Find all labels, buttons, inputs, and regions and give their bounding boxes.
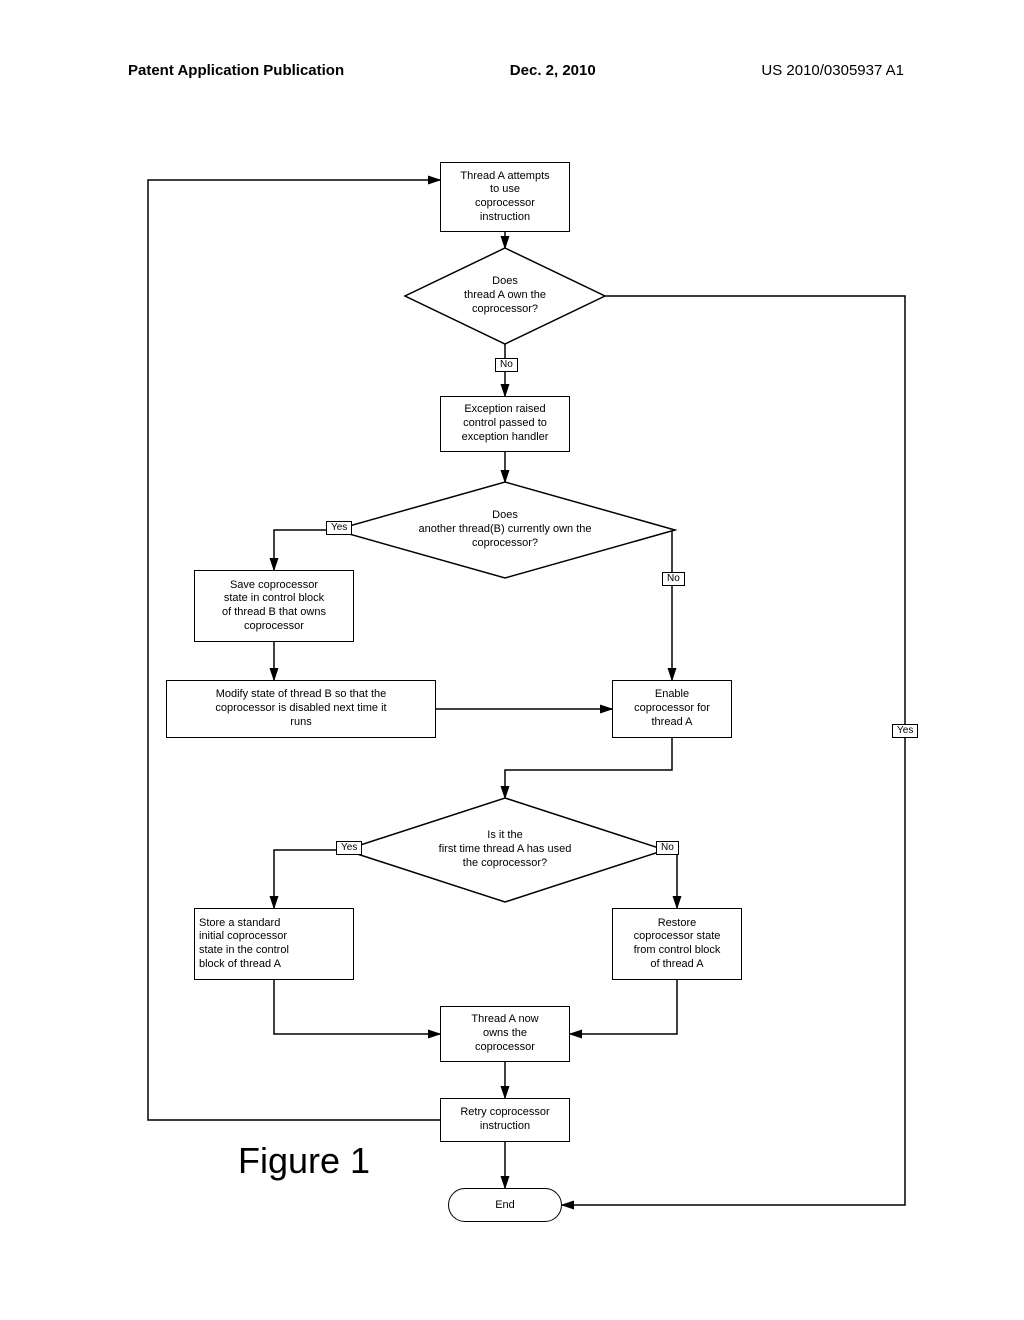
node-restore: Restorecoprocessor statefrom control blo… bbox=[612, 908, 742, 980]
node-restore-text: Restorecoprocessor statefrom control blo… bbox=[634, 917, 721, 972]
node-exception: Exception raisedcontrol passed toexcepti… bbox=[440, 396, 570, 452]
d2-no-label: No bbox=[662, 572, 685, 586]
node-save-b-text: Save coprocessorstate in control blockof… bbox=[222, 579, 326, 634]
node-start: Thread A attemptsto usecoprocessorinstru… bbox=[440, 162, 570, 232]
node-d3 bbox=[345, 798, 665, 902]
node-modify-b-text: Modify state of thread B so that thecopr… bbox=[215, 688, 386, 729]
d3-yes-label: Yes bbox=[336, 841, 362, 855]
flowchart-canvas: Thread A attemptsto usecoprocessorinstru… bbox=[0, 0, 1024, 1320]
d1-no-label: No bbox=[495, 358, 518, 372]
node-owns: Thread A nowowns thecoprocessor bbox=[440, 1006, 570, 1062]
d1-yes-label: Yes bbox=[892, 724, 918, 738]
node-store-init-text: Store a standardinitial coprocessorstate… bbox=[199, 917, 289, 972]
node-enable: Enablecoprocessor forthread A bbox=[612, 680, 732, 738]
node-save-b: Save coprocessorstate in control blockof… bbox=[194, 570, 354, 642]
node-d1 bbox=[405, 248, 605, 344]
d2-yes-label: Yes bbox=[326, 521, 352, 535]
node-retry: Retry coprocessorinstruction bbox=[440, 1098, 570, 1142]
node-d2 bbox=[335, 482, 675, 578]
d3-no-label: No bbox=[656, 841, 679, 855]
node-retry-text: Retry coprocessorinstruction bbox=[460, 1106, 549, 1134]
node-end-text: End bbox=[495, 1199, 515, 1211]
node-end: End bbox=[448, 1188, 562, 1222]
node-modify-b: Modify state of thread B so that thecopr… bbox=[166, 680, 436, 738]
node-start-text: Thread A attemptsto usecoprocessorinstru… bbox=[460, 170, 549, 225]
node-enable-text: Enablecoprocessor forthread A bbox=[634, 688, 710, 729]
node-owns-text: Thread A nowowns thecoprocessor bbox=[471, 1013, 538, 1054]
figure-title: Figure 1 bbox=[238, 1140, 370, 1182]
node-store-init: Store a standardinitial coprocessorstate… bbox=[194, 908, 354, 980]
node-exception-text: Exception raisedcontrol passed toexcepti… bbox=[462, 403, 549, 444]
